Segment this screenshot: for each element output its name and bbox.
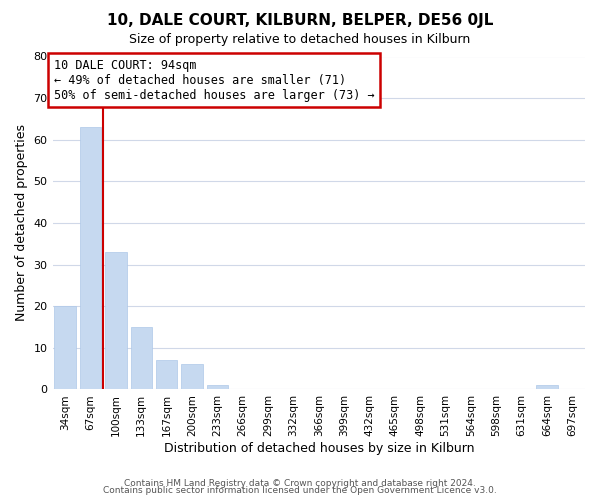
Text: 10 DALE COURT: 94sqm
← 49% of detached houses are smaller (71)
50% of semi-detac: 10 DALE COURT: 94sqm ← 49% of detached h… bbox=[54, 58, 374, 102]
Bar bbox=[105, 252, 127, 390]
Bar bbox=[536, 386, 558, 390]
Bar bbox=[80, 128, 101, 390]
Bar bbox=[206, 386, 228, 390]
Text: 10, DALE COURT, KILBURN, BELPER, DE56 0JL: 10, DALE COURT, KILBURN, BELPER, DE56 0J… bbox=[107, 12, 493, 28]
Text: Size of property relative to detached houses in Kilburn: Size of property relative to detached ho… bbox=[130, 32, 470, 46]
Y-axis label: Number of detached properties: Number of detached properties bbox=[15, 124, 28, 322]
Text: Contains public sector information licensed under the Open Government Licence v3: Contains public sector information licen… bbox=[103, 486, 497, 495]
Bar bbox=[181, 364, 203, 390]
X-axis label: Distribution of detached houses by size in Kilburn: Distribution of detached houses by size … bbox=[164, 442, 474, 455]
Text: Contains HM Land Registry data © Crown copyright and database right 2024.: Contains HM Land Registry data © Crown c… bbox=[124, 478, 476, 488]
Bar bbox=[55, 306, 76, 390]
Bar bbox=[131, 327, 152, 390]
Bar bbox=[156, 360, 178, 390]
